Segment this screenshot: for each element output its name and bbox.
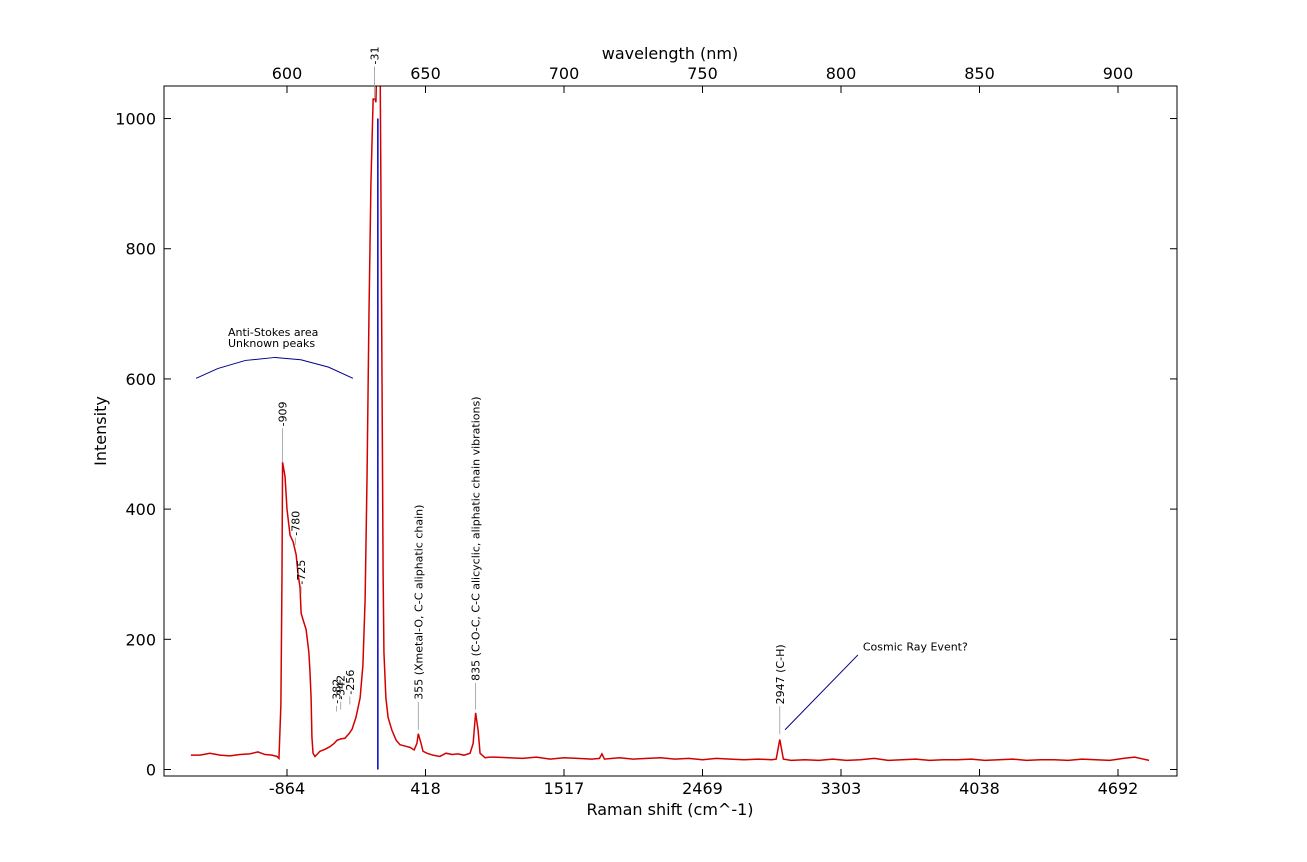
y-tick-label: 200 (125, 630, 156, 649)
callout-arrow (784, 654, 859, 731)
x-axis-label: Raman shift (cm^-1) (586, 800, 753, 819)
note-text: Anti-Stokes area (228, 326, 318, 339)
peak-annotation: -909 (277, 401, 290, 426)
y-tick-label: 1000 (115, 110, 156, 129)
top-tick-label: 600 (272, 64, 303, 83)
peak-annotation: -342 (335, 675, 348, 700)
y-axis-label: Intensity (91, 396, 110, 466)
top-tick-label: 900 (1103, 64, 1134, 83)
x-tick-label: 3303 (821, 779, 862, 798)
x-tick-label: 4692 (1098, 779, 1139, 798)
peak-annotation: -382 (331, 679, 344, 704)
y-tick-label: 600 (125, 370, 156, 389)
y-tick-label: 0 (146, 760, 156, 779)
series-line (190, 86, 1150, 762)
top-axis-label: wavelength (nm) (602, 44, 739, 63)
y-tick-label: 800 (125, 240, 156, 259)
x-tick-label: 1517 (544, 779, 585, 798)
x-tick-label: 418 (410, 779, 441, 798)
top-tick-label: 800 (826, 64, 857, 83)
top-tick-label: 850 (964, 64, 995, 83)
plot-area (190, 86, 1150, 770)
axes-frame (163, 85, 1178, 777)
peak-annotation: 355 (Xmetal-O, C-C aliphatic chain) (412, 505, 425, 700)
peak-annotation: -31 (369, 47, 382, 65)
x-tick-label: 2469 (682, 779, 723, 798)
top-tick-label: 750 (687, 64, 718, 83)
x-tick-label: -864 (269, 779, 305, 798)
peak-annotation: -780 (289, 511, 302, 536)
top-tick-label: 700 (549, 64, 580, 83)
callout-text: Cosmic Ray Event? (863, 640, 968, 653)
note-arc (195, 356, 354, 379)
note-text: Unknown peaks (228, 337, 315, 350)
peak-annotation: -725 (295, 560, 308, 585)
peak-annotation: -256 (344, 670, 357, 695)
y-tick-label: 400 (125, 500, 156, 519)
x-tick-label: 4038 (959, 779, 1000, 798)
top-tick-label: 650 (410, 64, 441, 83)
peak-annotation: 2947 (C-H) (774, 644, 787, 704)
peak-annotation: 835 (C-O-C, C-C alicyclic, aliphatic cha… (470, 396, 483, 680)
